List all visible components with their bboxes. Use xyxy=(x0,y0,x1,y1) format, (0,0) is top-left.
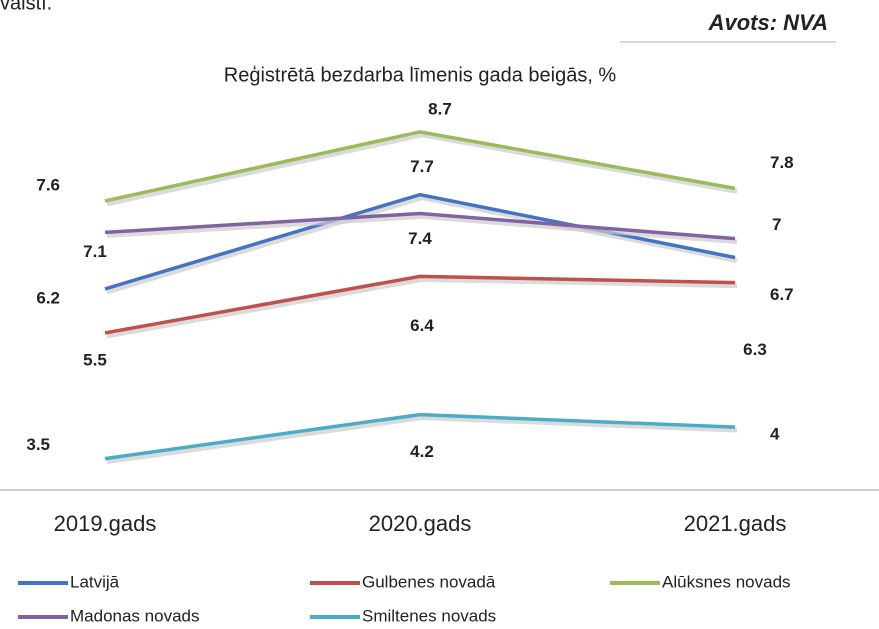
line-shadow xyxy=(106,415,738,465)
data-label: 6.2 xyxy=(36,288,60,307)
data-label: 7.8 xyxy=(770,153,794,172)
line-shadow xyxy=(106,214,738,245)
data-label: 7.6 xyxy=(36,175,60,194)
legend-label: Latvijā xyxy=(70,572,120,591)
line-shadow xyxy=(106,276,738,339)
line-shadow xyxy=(106,132,738,207)
legend-label: Gulbenes novadā xyxy=(362,572,496,591)
data-label: 7 xyxy=(772,215,781,234)
data-label: 6.7 xyxy=(770,285,794,304)
source: Avots: NVA xyxy=(708,10,828,35)
data-label: 5.5 xyxy=(83,350,107,369)
x-tick-label: 2019.gads xyxy=(54,511,157,536)
series-line xyxy=(104,130,736,203)
series-line xyxy=(104,274,736,335)
x-tick-label: 2020.gads xyxy=(369,511,472,536)
x-tick-label: 2021.gads xyxy=(684,511,787,536)
legend-label: Madonas novads xyxy=(70,606,199,625)
data-label: 3.5 xyxy=(26,435,50,454)
data-label: 4.2 xyxy=(410,442,434,461)
data-label: 6.3 xyxy=(743,340,767,359)
series-line xyxy=(104,211,736,241)
data-label: 4 xyxy=(770,425,780,444)
legend-label: Alūksnes novads xyxy=(662,572,791,591)
data-label: 7.7 xyxy=(410,157,434,176)
data-label: 8.7 xyxy=(428,99,452,118)
series-line xyxy=(104,192,736,291)
line-shadow xyxy=(106,195,738,295)
data-label: 6.4 xyxy=(410,316,434,335)
text-fragment: valstī. xyxy=(0,0,52,14)
series-line xyxy=(104,412,736,461)
data-label: 7.4 xyxy=(408,229,432,248)
data-label: 7.1 xyxy=(83,242,107,261)
chart-title: Reģistrētā bezdarba līmenis gada beigās,… xyxy=(224,64,617,86)
legend-label: Smiltenes novads xyxy=(362,606,496,625)
